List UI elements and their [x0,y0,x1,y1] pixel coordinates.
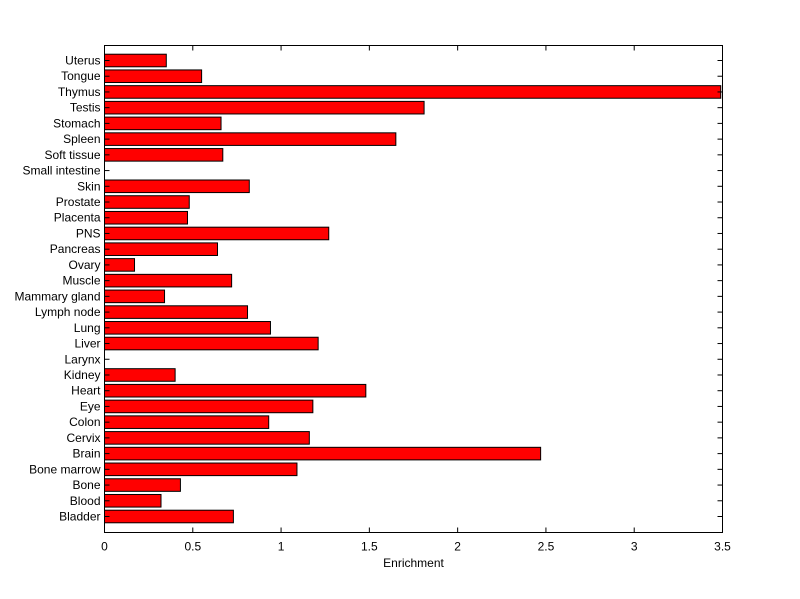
category-label: Heart [71,384,101,398]
bar-skin [104,179,250,194]
plot-frame [104,45,723,533]
category-label: Kidney [64,368,101,382]
category-label: Thymus [58,85,101,99]
category-label: Larynx [64,352,100,366]
x-tick-label: 1.5 [361,540,378,554]
category-label: Colon [69,415,100,429]
x-tick-label: 1 [278,540,285,554]
x-tick-label: 2.5 [538,540,555,554]
bar-bladder [104,509,234,524]
x-tick-label: 3.5 [714,540,731,554]
bar-blood [104,493,162,508]
bar-spleen [104,132,397,146]
x-tick-label: 3 [631,540,638,554]
category-label: Bone [72,478,100,492]
category-label: Lymph node [35,305,101,319]
category-label: Muscle [62,274,100,288]
x-tick-label: 0 [101,540,108,554]
category-label: Bone marrow [29,462,101,476]
category-label: Brain [72,447,100,461]
bar-eye [104,399,314,414]
category-label: Mammary gland [14,289,100,303]
bar-tongue [104,69,203,84]
x-tick-label: 2 [454,540,461,554]
category-label: Eye [80,399,101,413]
category-label: Placenta [54,211,101,225]
category-label: Pancreas [50,242,101,256]
bar-pns [104,226,330,241]
bar-liver [104,336,319,351]
bar-kidney [104,368,176,382]
category-label: Ovary [68,258,100,272]
category-label: Tongue [61,69,101,83]
category-label: Bladder [59,510,100,524]
bar-mammary-gland [104,289,166,304]
category-label: Spleen [63,132,100,146]
bar-brain [104,446,542,461]
category-label: Lung [74,321,101,335]
category-label: Testis [70,101,101,115]
bar-cervix [104,431,310,445]
bar-soft-tissue [104,148,224,162]
category-label: Soft tissue [44,148,100,162]
category-label: Small intestine [22,164,100,178]
x-tick-label: 0.5 [184,540,201,554]
bar-testis [104,100,425,115]
category-label: Cervix [66,431,100,445]
x-tick-labels-group: 0 0.5 1 1.5 2 2.5 3 3.5 [101,540,731,554]
bar-lung [104,321,271,335]
bar-bone [104,478,181,492]
category-label: PNS [76,226,101,240]
bar-heart [104,383,367,398]
category-label: Skin [77,179,100,193]
bar-placenta [104,210,188,225]
category-label: Uterus [65,54,100,68]
x-axis-label: Enrichment [383,556,444,570]
bar-pancreas [104,242,219,256]
category-label: Prostate [56,195,101,209]
bar-muscle [104,273,233,288]
category-label: Stomach [53,116,100,130]
bar-prostate [104,195,190,209]
bar-bone-marrow [104,462,298,477]
bar-lymph-node [104,305,249,319]
bar-colon [104,415,270,429]
bar-thymus [104,85,722,99]
bar-stomach [104,116,222,131]
bar-uterus [104,53,167,68]
category-label: Blood [70,494,101,508]
category-label: Liver [74,337,100,351]
